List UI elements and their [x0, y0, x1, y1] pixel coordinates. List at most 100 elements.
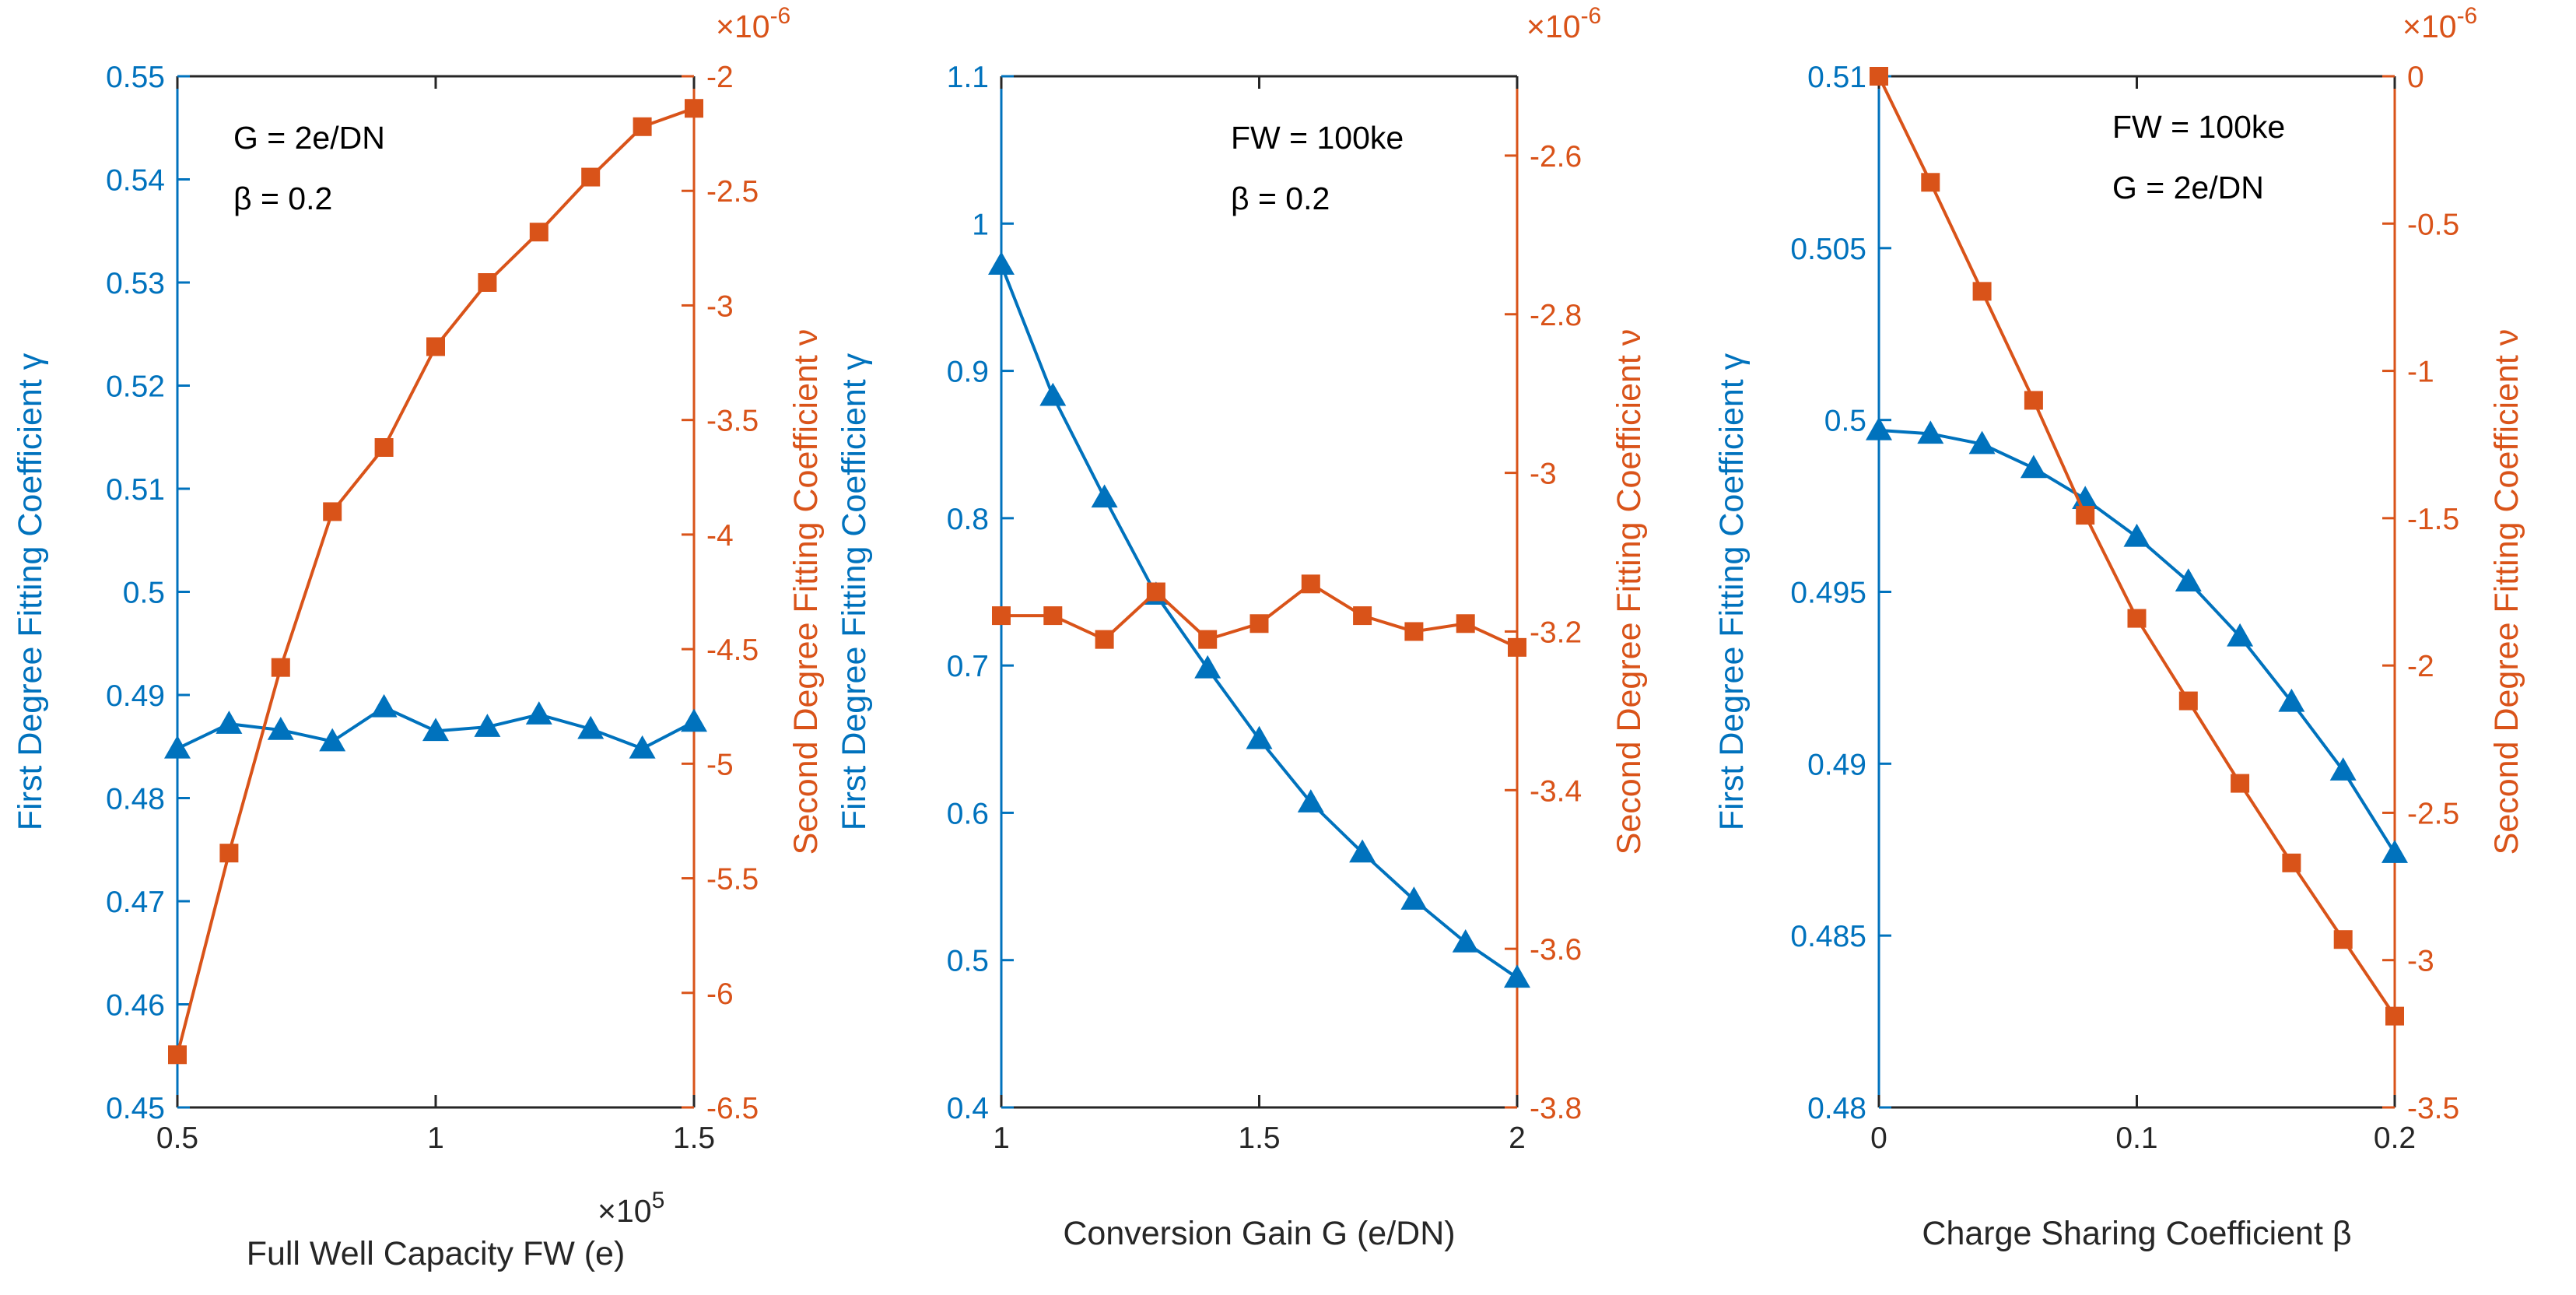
data-point-square — [2282, 853, 2301, 872]
left-y-tick-label: 0.7 — [947, 650, 989, 683]
data-point-square — [1972, 282, 1992, 301]
left-y-tick-label: 0.49 — [106, 679, 165, 713]
data-point-triangle — [1504, 964, 1530, 988]
right-y-tick-label: -3.5 — [2407, 1092, 2459, 1125]
x-tick-label: 0 — [1870, 1121, 1887, 1155]
data-point-triangle — [1400, 886, 1428, 910]
data-point-square — [633, 117, 652, 136]
left-y-tick-label: 0.505 — [1790, 233, 1866, 266]
right-axis-multiplier-base: ×10 — [2403, 9, 2457, 44]
annotation: β = 0.2 — [1231, 181, 1330, 216]
right-y-tick-label: -0.5 — [2407, 208, 2459, 241]
right-axis-multiplier-exponent: -6 — [1581, 3, 1602, 29]
data-point-square — [1456, 614, 1475, 633]
right-axis-multiplier-exponent: -6 — [770, 3, 791, 29]
right-y-tick-label: -3 — [2407, 945, 2434, 978]
data-point-square — [2231, 774, 2250, 793]
right-axis-multiplier-base: ×10 — [716, 9, 770, 44]
right-axis-multiplier: ×10-6 — [1526, 3, 1601, 44]
right-axis-multiplier-base: ×10 — [1526, 9, 1581, 44]
x-axis-multiplier-exponent: 5 — [652, 1188, 665, 1213]
left-y-tick-label: 0.8 — [947, 503, 989, 536]
left-y-tick-label: 0.54 — [106, 164, 165, 198]
right-y-tick-label: -6 — [706, 977, 734, 1011]
data-point-square — [168, 1045, 187, 1065]
right-y-tick-label: -2 — [706, 61, 734, 94]
annotation: G = 2e/DN — [233, 120, 385, 156]
panel-3: 0 0.1 0.2 0.48 0.485 0.49 0.495 0.5 0.505 0.51 -3.… — [1713, 3, 2525, 1252]
data-point-triangle — [2175, 568, 2202, 591]
right-axis-multiplier: ×10-6 — [2403, 3, 2477, 44]
series-gamma — [164, 693, 707, 759]
data-point-square — [323, 502, 342, 521]
data-point-square — [478, 273, 497, 292]
right-y-axis-label: Second Degree Fitting Coefficient ν — [1610, 329, 1648, 855]
series-gamma — [988, 251, 1530, 988]
series-nu — [1870, 67, 2404, 1026]
right-axis-multiplier-exponent: -6 — [2457, 3, 2478, 29]
right-y-tick-label: -4.5 — [706, 633, 759, 667]
data-point-triangle — [681, 708, 707, 732]
x-tick-label: 1.5 — [1238, 1121, 1280, 1155]
data-point-triangle — [2329, 757, 2357, 781]
right-y-tick-label: -3.6 — [1530, 933, 1582, 967]
data-point-square — [581, 167, 601, 187]
x-tick-label: 1 — [993, 1121, 1010, 1155]
data-point-triangle — [422, 718, 449, 742]
data-point-triangle — [1968, 430, 1996, 454]
right-axis-multiplier: ×10-6 — [716, 3, 790, 44]
left-y-tick-label: 0.48 — [1807, 1092, 1866, 1125]
right-y-tick-label: -2 — [2407, 650, 2434, 683]
data-point-triangle — [474, 714, 501, 737]
x-tick-label: 2 — [1509, 1121, 1526, 1155]
series-nu — [168, 99, 703, 1065]
left-y-tick-label: 0.6 — [947, 797, 989, 830]
data-point-square — [1249, 614, 1269, 633]
data-point-square — [529, 223, 548, 242]
data-point-square — [1301, 574, 1320, 594]
left-y-tick-label: 1.1 — [947, 61, 989, 94]
data-point-square — [1146, 582, 1165, 602]
x-axis-multiplier-base: ×10 — [598, 1193, 652, 1229]
left-y-tick-label: 0.51 — [106, 473, 165, 507]
data-point-triangle — [2227, 623, 2254, 647]
panel-2: 1 1.5 2 0.4 0.5 0.6 0.7 0.8 0.9 1 1.1 -3.8 -3.6 -3.4 -… — [836, 3, 1648, 1252]
data-point-square — [1508, 637, 1526, 657]
left-y-tick-label: 0.49 — [1807, 748, 1866, 781]
left-y-axis-label: First Degree Fitting Coefficient γ — [12, 353, 49, 830]
x-axis-label: Charge Sharing Coefficient β — [1922, 1215, 2351, 1252]
right-y-tick-label: -3.5 — [706, 405, 759, 438]
data-point-square — [1095, 630, 1114, 649]
data-point-square — [374, 438, 394, 457]
left-y-tick-label: 0.45 — [106, 1092, 165, 1125]
data-point-square — [219, 844, 239, 863]
left-y-tick-label: 1 — [972, 208, 989, 241]
left-y-tick-label: 0.485 — [1790, 920, 1866, 953]
left-y-tick-label: 0.5 — [123, 577, 165, 610]
data-point-triangle — [1246, 725, 1273, 749]
data-point-square — [426, 337, 445, 356]
x-tick-label: 0.2 — [2374, 1121, 2416, 1155]
x-axis-label: Conversion Gain G (e/DN) — [1063, 1215, 1455, 1252]
left-y-tick-label: 0.5 — [1824, 405, 1866, 438]
data-point-triangle — [988, 251, 1015, 275]
data-point-triangle — [1866, 416, 1892, 440]
left-y-tick-label: 0.52 — [106, 370, 165, 404]
annotation: FW = 100ke — [2112, 109, 2285, 145]
series-nu — [992, 574, 1526, 657]
x-tick-label: 1 — [427, 1121, 444, 1155]
left-y-tick-label: 0.5 — [947, 945, 989, 978]
data-point-square — [2178, 691, 2198, 711]
left-y-tick-label: 0.48 — [106, 783, 165, 816]
right-y-tick-label: -2.5 — [2407, 797, 2459, 830]
annotation: β = 0.2 — [233, 181, 332, 216]
data-point-square — [2076, 506, 2095, 525]
data-point-square — [1043, 606, 1063, 626]
x-axis-multiplier: ×105 — [598, 1188, 664, 1229]
left-y-tick-label: 0.51 — [1807, 61, 1866, 94]
annotation: G = 2e/DN — [2112, 170, 2264, 205]
x-tick-label: 0.1 — [2115, 1121, 2157, 1155]
data-point-square — [2385, 1006, 2404, 1026]
data-point-triangle — [267, 717, 294, 740]
data-point-triangle — [1917, 420, 1944, 444]
